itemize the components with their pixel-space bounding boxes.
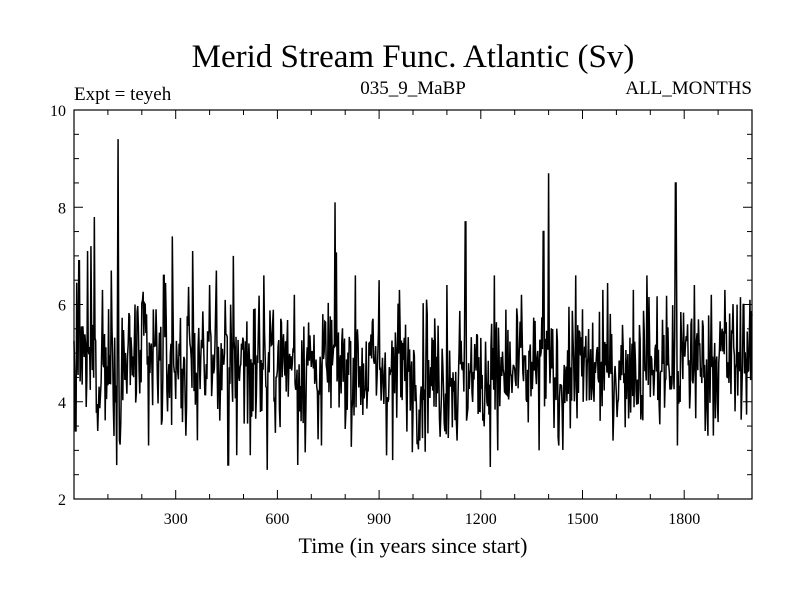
plot-frame [73,109,753,500]
x-tick-label: 600 [265,511,289,528]
chart-subtitle-center: 035_9_MaBP [360,78,466,99]
y-tick-label: 2 [58,492,66,509]
x-axis-label: Time (in years since start) [299,533,528,558]
x-tick-label: 1500 [567,511,599,528]
y-tick-label: 10 [50,103,66,120]
series-layer [73,139,753,470]
x-tick-label: 300 [164,511,188,528]
chart-subtitle-right: ALL_MONTHS [625,78,752,99]
y-tick-label: 4 [58,395,66,412]
x-tick-label: 900 [367,511,391,528]
chart-title: Merid Stream Func. Atlantic (Sv) [192,39,635,75]
x-tick-label: 1800 [668,511,700,528]
y-tick-label: 6 [58,298,66,315]
ticks-layer: 2 4 6 8 10 300 600 900 1200 1500 1800 [50,103,752,528]
chart-subtitle-left: Expt = teyeh [74,84,172,105]
series-line [73,139,753,470]
y-tick-label: 8 [58,200,66,217]
x-tick-label: 1200 [465,511,497,528]
